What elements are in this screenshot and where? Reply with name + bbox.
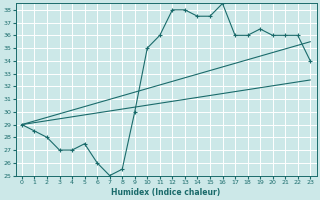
X-axis label: Humidex (Indice chaleur): Humidex (Indice chaleur): [111, 188, 221, 197]
